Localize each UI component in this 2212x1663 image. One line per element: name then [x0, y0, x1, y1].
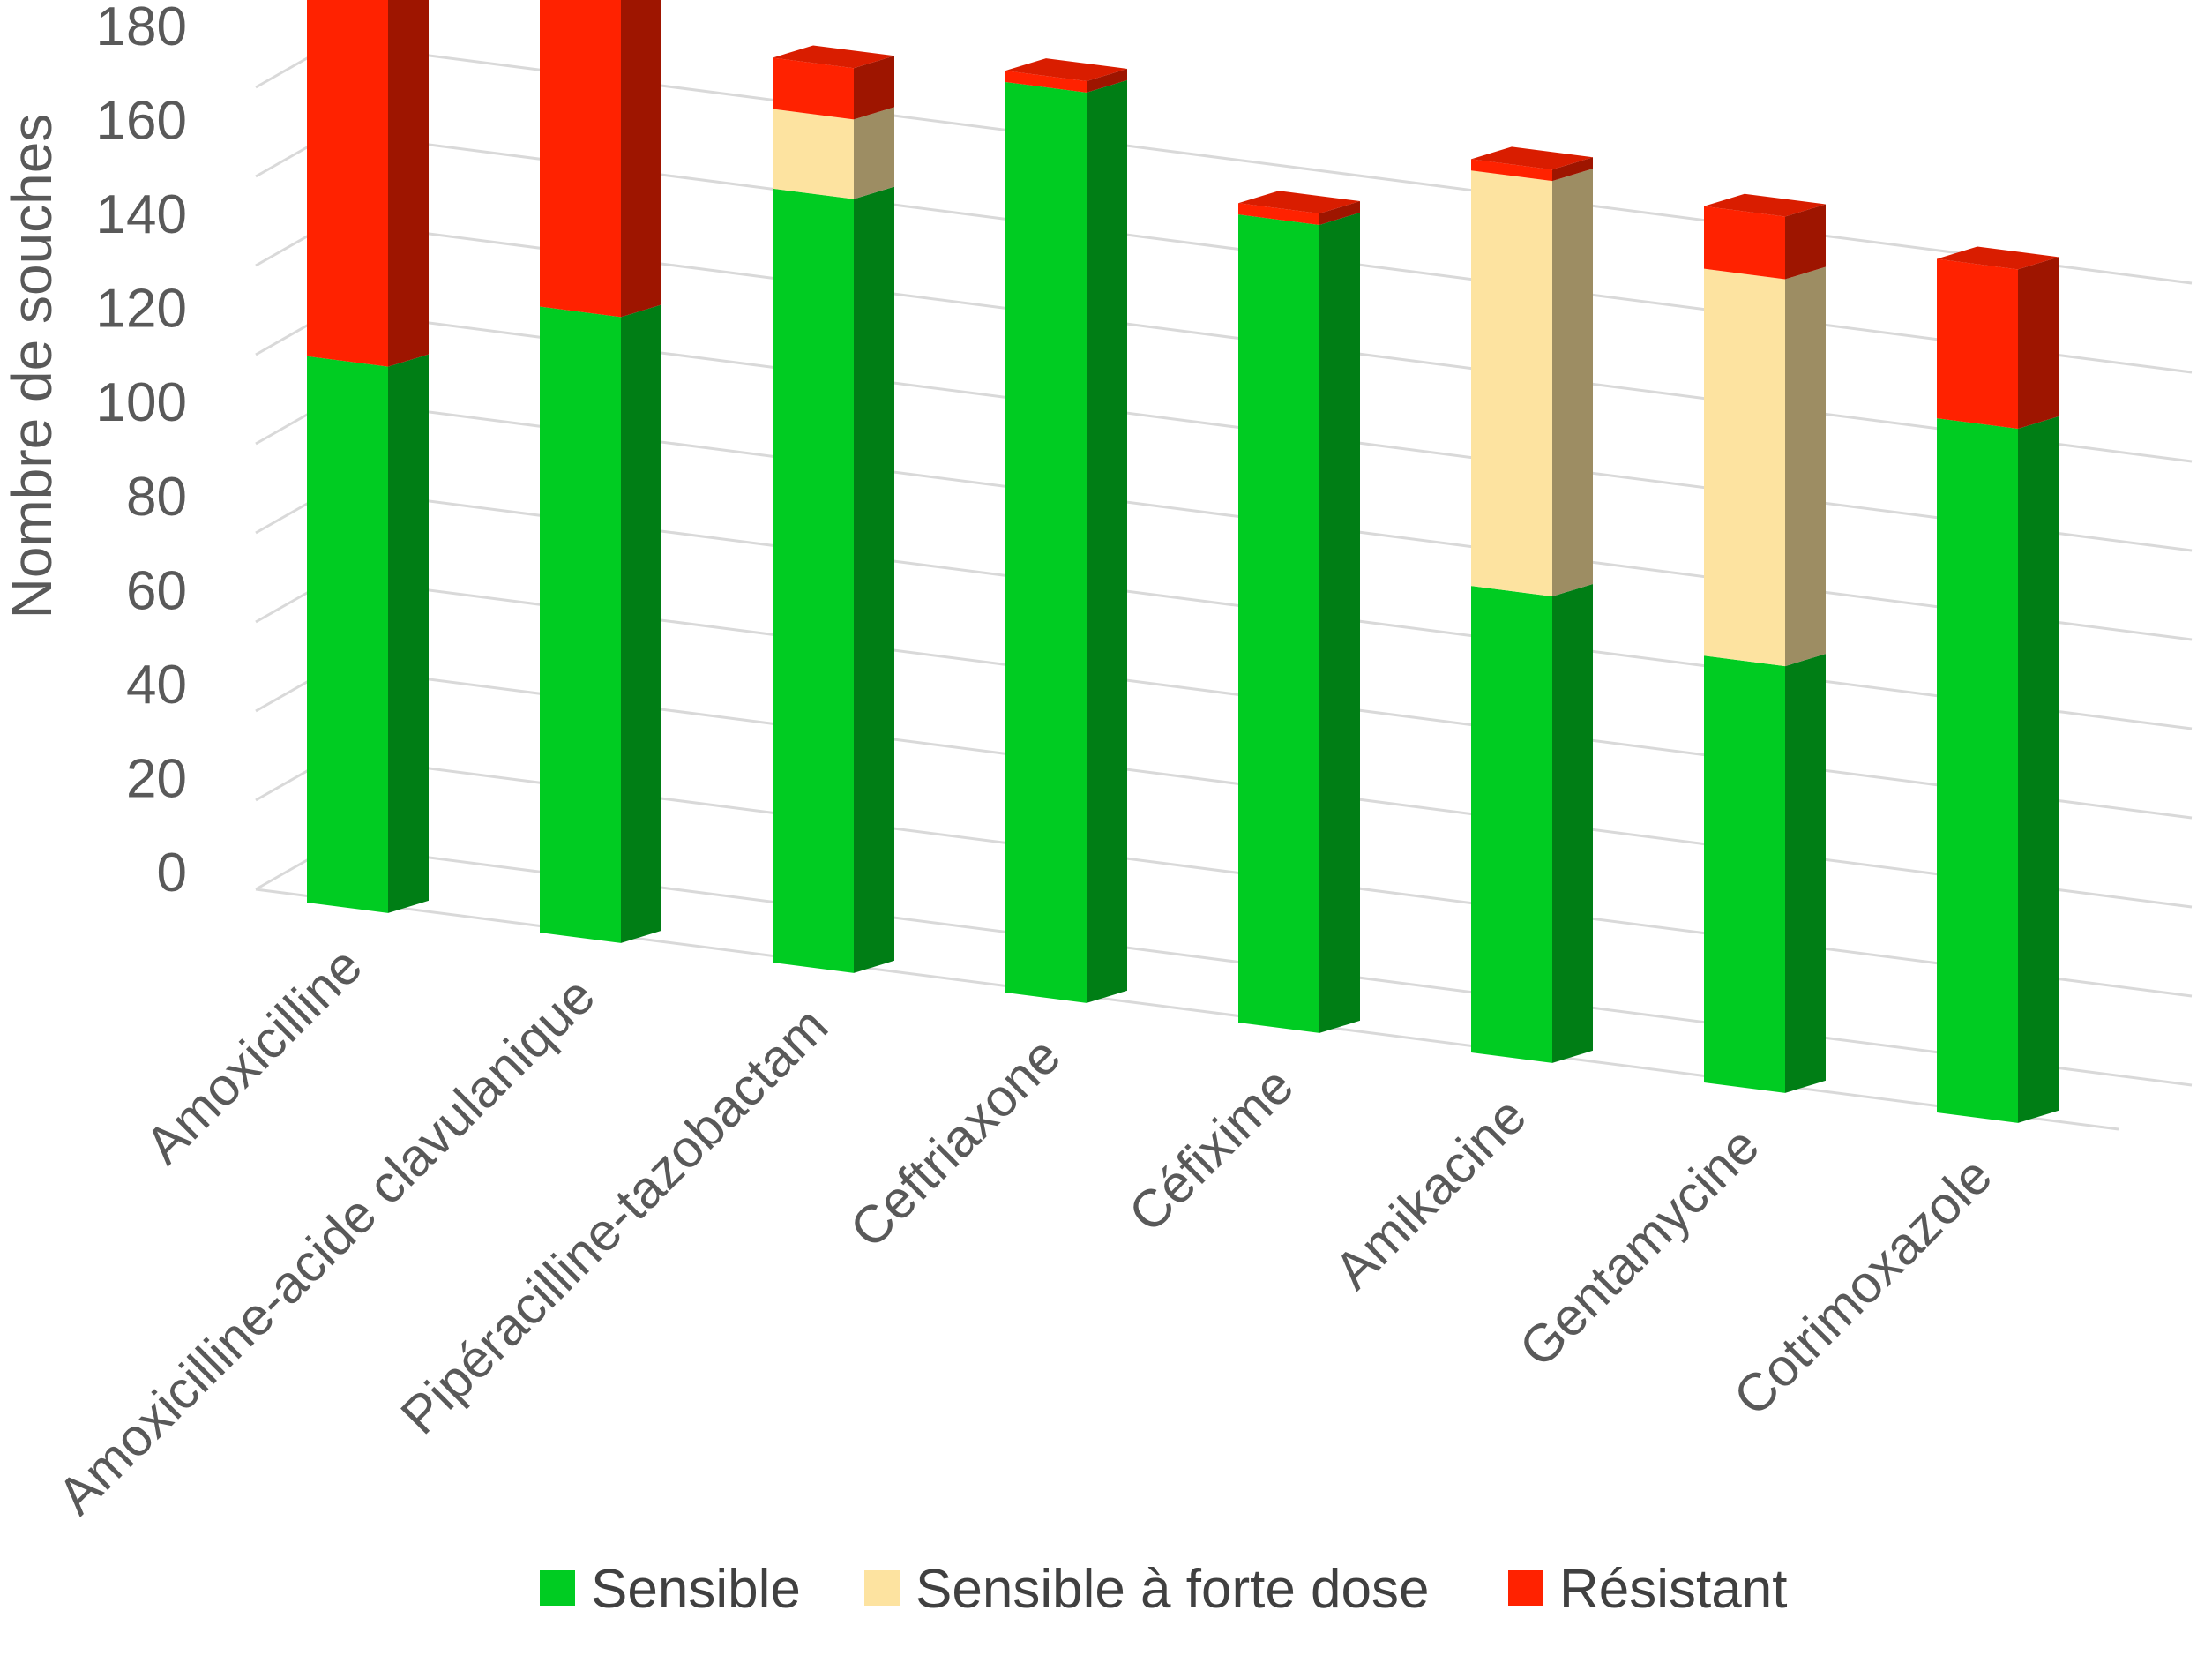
bar-segment-side: [1319, 201, 1360, 225]
bar-segment: [773, 109, 854, 199]
y-tick-label: 120: [96, 279, 187, 340]
bar-segment: [1238, 203, 1319, 225]
bar-segment: [773, 57, 854, 120]
bars: [307, 0, 2059, 1123]
bar-segment: [1704, 206, 1785, 280]
bar-stack: [307, 0, 429, 913]
legend: Sensible Sensible à forte dose Résistant: [540, 1559, 1787, 1620]
bar-segment: [307, 0, 388, 367]
y-tick-label: 60: [126, 560, 187, 621]
bar-segment: [773, 188, 854, 973]
bar-top: [1937, 246, 2059, 270]
bar-segment-side: [854, 107, 894, 199]
bar-segment-side: [1785, 654, 1826, 1093]
bar-segment-side: [1785, 266, 1826, 667]
bar-stack: [773, 45, 894, 973]
bar-segment-side: [388, 0, 429, 367]
bar-top: [1704, 193, 1826, 217]
bar-segment: [540, 0, 621, 318]
bar-segment-side: [1552, 583, 1593, 1063]
y-tick-label: 80: [126, 467, 187, 528]
y-tick-label: 0: [157, 843, 187, 903]
category-label: Amoxicilline: [134, 936, 373, 1175]
bar-segment: [1471, 586, 1552, 1063]
bar-segment-side: [621, 304, 661, 943]
category-label: Gentamycine: [1508, 1116, 1770, 1378]
y-tick-label: 180: [96, 0, 187, 57]
legend-swatch: [864, 1570, 900, 1606]
bar-stack: [1238, 191, 1360, 1033]
bar-segment: [1704, 268, 1785, 667]
bar-segment: [540, 306, 621, 943]
bar-segment: [1937, 258, 2018, 429]
bar-segment-side: [1552, 169, 1593, 596]
y-tick-label: 160: [96, 91, 187, 152]
bar-segment: [1937, 418, 2018, 1123]
bar-segment-side: [1552, 157, 1593, 182]
bar-stack: [540, 0, 661, 943]
bar-segment-side: [2018, 416, 2059, 1123]
legend-swatch: [1508, 1570, 1543, 1606]
y-axis-title: Nombre de souches: [0, 114, 64, 619]
category-label: Ceftriaxone: [839, 1026, 1072, 1259]
bar-stack: [1704, 193, 1826, 1093]
y-tick-labels: 0 20 40 60 80 100 120 140 160 180: [96, 0, 187, 903]
y-tick-label: 100: [96, 372, 187, 433]
y-tick-label: 20: [126, 748, 187, 809]
bar-top: [1238, 191, 1360, 214]
bar-segment-side: [621, 0, 661, 318]
bar-top: [773, 45, 894, 69]
bar-segment: [1704, 655, 1785, 1093]
category-label: Pipéracilline-tazobactam: [390, 996, 840, 1446]
bar-segment-side: [854, 186, 894, 973]
bar-top: [1471, 146, 1593, 170]
bar-segment: [1471, 170, 1552, 596]
bar-stack: [1005, 58, 1127, 1003]
bar-segment: [1005, 71, 1087, 93]
legend-label: Sensible: [591, 1559, 801, 1620]
bar-segment-side: [1087, 79, 1127, 1003]
category-label: Amikacine: [1323, 1086, 1537, 1300]
bar-segment-side: [854, 56, 894, 120]
bar-top: [1005, 58, 1127, 81]
bar-segment: [307, 356, 388, 913]
legend-swatch: [540, 1570, 575, 1606]
bar-stack: [1937, 246, 2059, 1123]
bar-segment-side: [1785, 204, 1826, 280]
legend-label: Sensible à forte dose: [915, 1559, 1430, 1620]
legend-label: Résistant: [1559, 1559, 1787, 1620]
bar-segment: [1471, 159, 1552, 182]
y-tick-label: 140: [96, 184, 187, 245]
bar-segment: [1238, 214, 1319, 1033]
category-label: Cotrimoxazole: [1723, 1146, 2004, 1427]
bar-segment-side: [388, 354, 429, 913]
category-label: Céfixime: [1117, 1056, 1304, 1243]
bar-segment-side: [1087, 68, 1127, 93]
category-label: Amoxicilline-acide clavulanique: [47, 966, 607, 1526]
y-tick-label: 40: [126, 655, 187, 715]
bar-segment: [1005, 82, 1087, 1003]
bar-stack: [1471, 146, 1593, 1063]
bar-segment-side: [1319, 212, 1360, 1033]
bar-segment-side: [2018, 257, 2059, 429]
